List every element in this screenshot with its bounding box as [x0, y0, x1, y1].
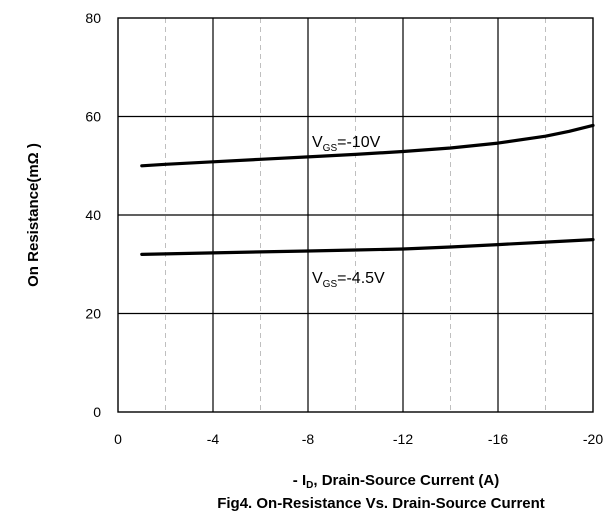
series-line-2: [140, 238, 595, 256]
series-line-1: [140, 123, 595, 168]
x-tick-label: -16: [488, 431, 508, 447]
x-tick-label: 0: [114, 431, 122, 447]
y-tick-label: 80: [85, 10, 101, 26]
y-tick-label: 40: [85, 207, 101, 223]
series-label-1: VGS=-10V: [312, 134, 381, 154]
y-tick-label: 60: [85, 109, 101, 125]
x-tick-label: -4: [207, 431, 220, 447]
x-axis-label: - ID, Drain-Source Current (A): [292, 472, 500, 491]
y-tick-label: 20: [85, 306, 101, 322]
x-tick-label: -12: [393, 431, 413, 447]
chart-plot: 0 -4 -8 -12 -16 -20 0 20 40 60 80 On Resistance(mΩ…: [25, 10, 603, 447]
chart-title: Fig4. On-Resistance Vs. Drain-Source Cur…: [217, 495, 545, 512]
y-tick-label: 0: [93, 404, 101, 420]
series-label-2: VGS=-4.5V: [312, 270, 385, 290]
x-tick-label: -20: [583, 431, 603, 447]
plot-frame: [117, 17, 594, 413]
x-tick-label: -8: [302, 431, 315, 447]
y-axis-label: On Resistance(mΩ ): [25, 143, 42, 287]
